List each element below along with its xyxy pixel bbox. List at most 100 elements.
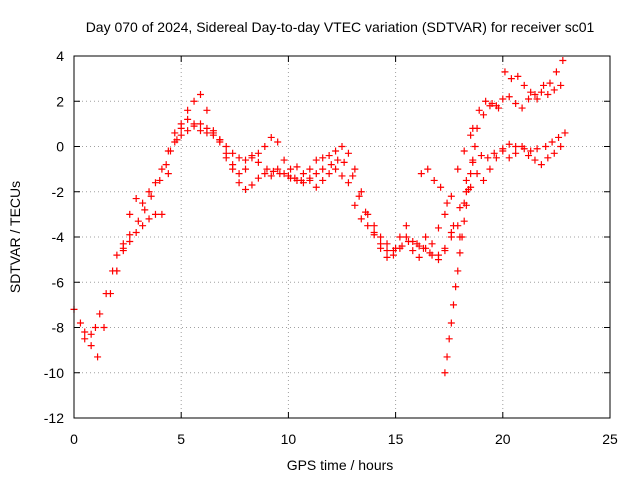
data-point [171, 129, 179, 137]
data-point [91, 324, 99, 331]
data-point [499, 95, 507, 103]
axis-ticks: 0 5 10 15 20 25 -12 -10 -8 -6 -4 -2 0 2 4 [44, 48, 618, 447]
data-point [177, 131, 185, 139]
data-point [319, 154, 327, 162]
data-point [422, 244, 430, 252]
data-point [544, 90, 552, 98]
data-point [280, 156, 288, 164]
data-point [377, 233, 385, 241]
data-point [443, 199, 451, 207]
data-point [505, 154, 513, 162]
data-point [325, 152, 333, 160]
data-point [456, 204, 464, 212]
data-point [327, 161, 335, 169]
data-point [141, 206, 149, 214]
data-point [274, 138, 282, 146]
data-point [396, 244, 404, 252]
data-point [158, 165, 166, 173]
data-point [512, 149, 520, 157]
data-point [540, 81, 548, 89]
data-point [158, 210, 166, 218]
data-point [209, 131, 217, 139]
data-point [190, 120, 198, 128]
data-point [113, 267, 121, 275]
data-point [222, 154, 230, 162]
data-point [447, 319, 455, 327]
data-point [319, 165, 327, 173]
data-point [126, 210, 134, 218]
data-point [190, 97, 198, 105]
data-point [454, 267, 462, 275]
data-point [357, 188, 365, 196]
data-point [492, 154, 500, 162]
data-point [81, 328, 89, 336]
data-point [428, 240, 436, 248]
data-point [396, 233, 404, 241]
data-point [482, 97, 490, 105]
data-point [383, 247, 391, 255]
data-point [196, 120, 204, 128]
x-tick-label: 15 [388, 431, 404, 447]
data-point [196, 127, 204, 135]
y-tick-label: 0 [56, 139, 64, 155]
data-point [518, 104, 526, 112]
data-point [441, 247, 449, 255]
data-point [525, 95, 533, 103]
data-point [280, 170, 288, 178]
chart-title: Day 070 of 2024, Sidereal Day-to-day VTE… [86, 19, 595, 35]
data-point [145, 188, 153, 196]
data-point [312, 170, 320, 178]
data-point [164, 170, 172, 178]
data-point [462, 201, 470, 209]
y-axis-label: SDTVAR / TECUs [7, 181, 23, 293]
data-point [344, 149, 352, 157]
data-point [312, 156, 320, 164]
data-point [495, 104, 503, 112]
data-point [263, 165, 271, 173]
data-point [242, 185, 250, 193]
data-point [475, 106, 483, 114]
data-point [428, 251, 436, 259]
data-point [254, 174, 262, 182]
data-point [349, 172, 357, 180]
data-point [434, 256, 442, 264]
y-tick-label: 4 [56, 48, 64, 64]
data-point [340, 158, 348, 166]
data-point [184, 106, 192, 114]
data-point [447, 233, 455, 241]
y-tick-label: -12 [44, 410, 64, 426]
data-point [505, 93, 513, 101]
data-point [449, 301, 457, 309]
x-tick-label: 10 [281, 431, 297, 447]
data-point [184, 127, 192, 135]
data-point [248, 181, 256, 189]
data-point [533, 145, 541, 153]
data-point [415, 253, 423, 261]
data-point [477, 152, 485, 160]
data-point [147, 192, 155, 200]
data-point [261, 170, 269, 178]
data-point [469, 156, 477, 164]
data-point [293, 163, 301, 171]
data-point [242, 165, 250, 173]
series-track-2 [81, 81, 565, 361]
data-point [557, 81, 565, 89]
data-point [550, 149, 558, 157]
data-point [377, 240, 385, 248]
data-point [462, 176, 470, 184]
data-point [533, 95, 541, 103]
data-point [87, 342, 95, 350]
data-point [134, 217, 142, 225]
data-point [334, 156, 342, 164]
data-point [355, 192, 363, 200]
data-point [332, 147, 340, 155]
data-point [235, 179, 243, 187]
data-point [527, 147, 535, 155]
data-point [542, 143, 550, 150]
data-point [488, 100, 496, 108]
data-point [537, 161, 545, 169]
data-point [306, 176, 314, 184]
data-point [164, 147, 172, 155]
data-point [222, 143, 230, 150]
